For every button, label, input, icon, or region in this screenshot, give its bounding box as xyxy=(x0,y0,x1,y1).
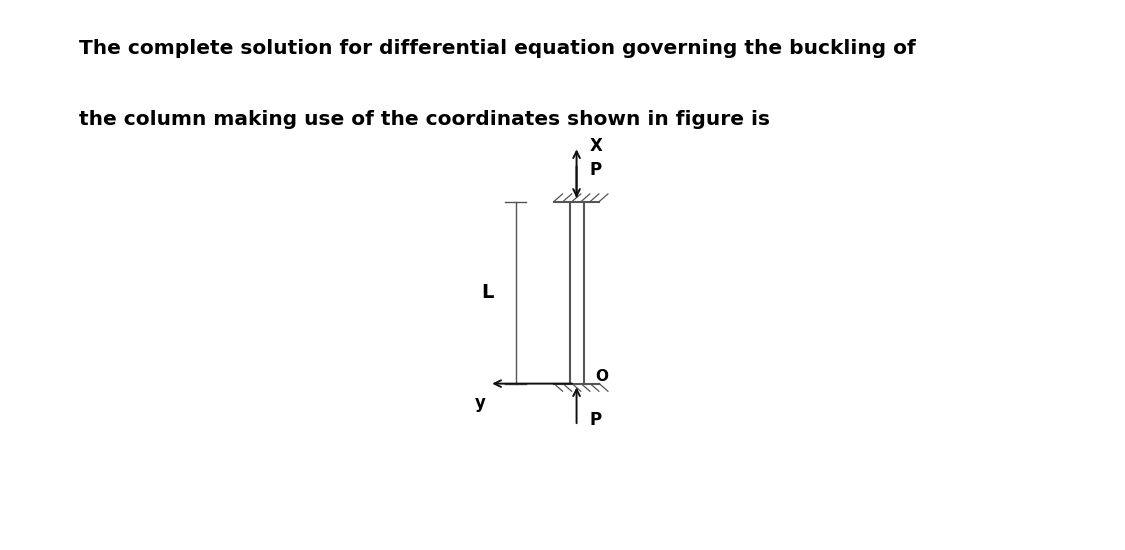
Text: O: O xyxy=(596,368,609,383)
Text: P: P xyxy=(590,161,602,179)
Text: P: P xyxy=(590,411,602,428)
Text: y: y xyxy=(475,394,486,412)
Text: L: L xyxy=(482,283,494,302)
Text: The complete solution for differential equation governing the buckling of: The complete solution for differential e… xyxy=(79,39,916,58)
Text: the column making use of the coordinates shown in figure is: the column making use of the coordinates… xyxy=(79,110,770,129)
Text: X: X xyxy=(590,138,603,156)
